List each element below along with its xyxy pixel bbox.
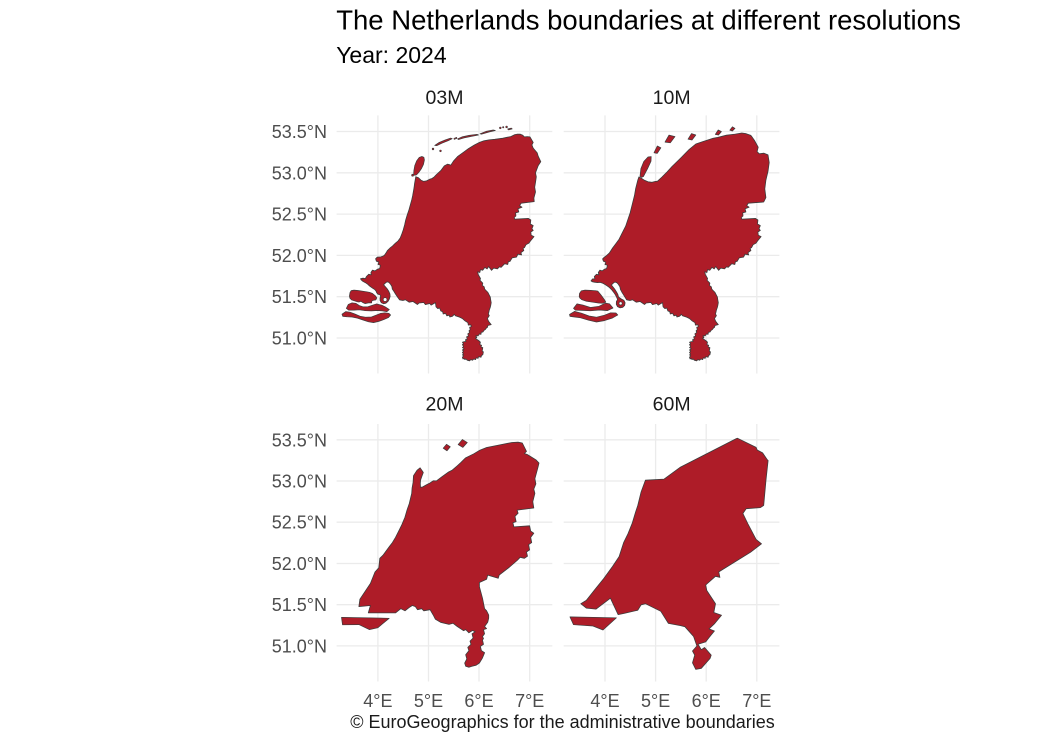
svg-text:4°E: 4°E bbox=[590, 691, 619, 711]
svg-text:5°E: 5°E bbox=[641, 691, 670, 711]
svg-text:10M: 10M bbox=[653, 87, 691, 109]
svg-text:51.5°N: 51.5°N bbox=[272, 595, 327, 615]
svg-text:51.0°N: 51.0°N bbox=[272, 636, 327, 656]
svg-text:53.0°N: 53.0°N bbox=[272, 472, 327, 492]
svg-text:51.5°N: 51.5°N bbox=[272, 287, 327, 307]
svg-text:52.5°N: 52.5°N bbox=[272, 513, 327, 533]
svg-text:52.0°N: 52.0°N bbox=[272, 246, 327, 266]
svg-text:52.5°N: 52.5°N bbox=[272, 205, 327, 225]
svg-text:53.0°N: 53.0°N bbox=[272, 163, 327, 183]
svg-text:7°E: 7°E bbox=[515, 691, 544, 711]
svg-text:7°E: 7°E bbox=[742, 691, 771, 711]
svg-text:Year: 2024: Year: 2024 bbox=[336, 42, 447, 68]
svg-text:4°E: 4°E bbox=[363, 691, 392, 711]
svg-text:53.5°N: 53.5°N bbox=[272, 430, 327, 450]
svg-text:6°E: 6°E bbox=[692, 691, 721, 711]
svg-text:52.0°N: 52.0°N bbox=[272, 554, 327, 574]
svg-text:20M: 20M bbox=[426, 394, 464, 416]
svg-text:53.5°N: 53.5°N bbox=[272, 122, 327, 142]
svg-text:6°E: 6°E bbox=[464, 691, 493, 711]
svg-text:51.0°N: 51.0°N bbox=[272, 329, 327, 349]
svg-text:60M: 60M bbox=[653, 394, 691, 416]
svg-text:03M: 03M bbox=[426, 87, 464, 109]
svg-text:The Netherlands boundaries at: The Netherlands boundaries at different … bbox=[336, 5, 961, 36]
svg-text:© EuroGeographics for the admi: © EuroGeographics for the administrative… bbox=[350, 712, 775, 732]
svg-text:5°E: 5°E bbox=[414, 691, 443, 711]
